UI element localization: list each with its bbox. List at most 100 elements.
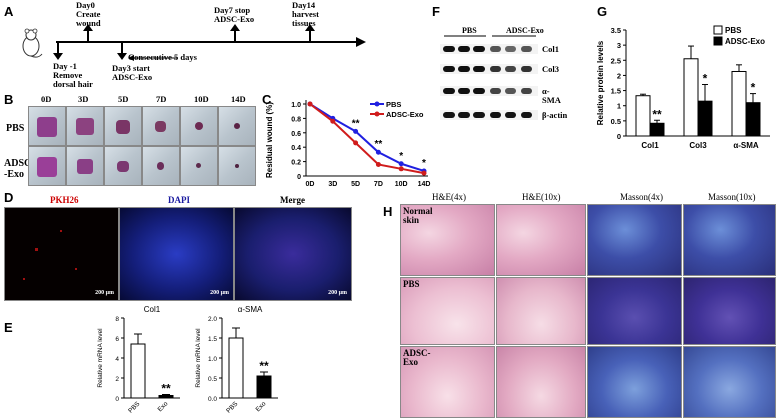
merge-image: 200 μm [234,207,352,301]
x-tick-label: α-SMA [733,141,759,150]
pkh26-title: PKH26 [50,195,79,205]
wound-photo [28,106,66,146]
panel-label-c: C [262,92,272,107]
y-tick-label: 0.4 [291,145,301,152]
x-tick-label: PBS [225,400,240,415]
significance-mark: * [703,72,708,86]
row-label: PBS [403,279,420,289]
histology-image [683,277,776,345]
day-label: 3D [78,94,89,104]
wound-photo [66,106,104,146]
wound-photo [180,106,218,146]
y-tick-label: 1.5 [208,336,217,343]
legend-marker [374,111,380,117]
wound-photo [28,146,66,186]
histology-image [400,346,495,418]
x-tick-label: 14D [418,181,431,188]
wound-photo [66,146,104,186]
bar [697,100,713,137]
series-line [309,103,425,172]
timeline-consecutive: Consecutive 5 days [128,52,197,62]
y-tick-label: 0 [617,132,621,141]
blot-row-col3 [440,64,538,74]
day-label: 10D [194,94,209,104]
histology-image [496,346,586,418]
blot-row-col1 [440,44,538,54]
data-point [398,166,404,172]
col1-mrna-chart: Col1 0 2 4 6 8 Relative mRNA level PBS Exo ** [97,305,180,415]
x-tick-label: 10D [395,181,408,188]
panel-label-d: D [4,190,14,205]
series-line [309,103,425,175]
timeline-day3: Day3 start ADSC-Exo [112,63,153,82]
wound-photo [142,146,180,186]
bar [158,395,174,399]
y-tick-label: 4 [115,356,119,363]
wound-photo [104,106,142,146]
panel-label-a: A [4,4,14,19]
wound-photo [218,146,256,186]
asma-mrna-chart: α-SMA 0.0 0.5 1.0 1.5 2.0 Relative mRNA level P… [195,305,278,415]
wound-photo [142,106,180,146]
y-tick-label: 3.5 [611,26,621,35]
panel-label-f: F [432,4,440,19]
data-point [421,170,427,176]
bar [256,375,272,399]
x-tick-label: Col3 [689,141,707,150]
protein-label-bactin: β-actin [542,110,568,120]
histology-image [587,204,682,276]
y-tick-label: 0.6 [291,131,301,138]
data-point [353,140,359,146]
day-label: 7D [156,94,167,104]
dapi-title: DAPI [168,195,190,205]
significance-mark: ** [375,139,383,150]
bar [130,343,146,399]
chart-title: Col1 [144,305,161,314]
y-tick-label: 6 [115,336,119,343]
protein-label-asma: α-SMA [542,86,561,105]
y-axis-label: Relative protein levels [596,40,605,125]
bar [649,122,665,137]
x-tick-label: 3D [328,181,337,188]
y-tick-label: 0.2 [291,160,301,167]
y-tick-label: 2 [115,376,119,383]
group-label-adsc-exo: ADSC-Exo [506,26,544,35]
y-tick-label: 2.0 [208,316,217,323]
column-title: H&E(4x) [432,192,466,202]
wound-photo [180,146,218,186]
timeline-day-minus1: Day -1 Remove dorsal hair [53,61,93,89]
legend-label: PBS [386,100,401,109]
group-brackets [444,35,536,37]
blot-row-bactin [440,110,538,120]
y-tick-label: 1.0 [291,102,301,109]
data-point [353,128,359,134]
wound-photo [218,106,256,146]
bar [731,70,747,137]
significance-mark: * [422,158,426,169]
data-point [398,161,404,167]
y-tick-label: 0.0 [208,396,217,403]
timeline-day7: Day7 stop ADSC-Exo [214,5,255,24]
row-label: ADSC-Exo [403,348,431,367]
wound-photo-grid: 0D 3D 5D 7D 10D 14D PBS ADSC -Exo [0,0,260,190]
histology-image [683,204,776,276]
x-tick-label: Exo [255,400,268,413]
x-tick-label: Col1 [641,141,659,150]
y-tick-label: 0.5 [611,117,621,126]
column-title: Masson(10x) [708,192,756,202]
column-title: Masson(4x) [620,192,663,202]
significance-mark: ** [652,107,662,121]
histology-image [587,277,682,345]
histology-image [400,277,495,345]
significance-mark: * [751,81,756,95]
merge-title: Merge [280,195,305,205]
bar [635,95,651,137]
scale-label: 200 μm [95,290,114,296]
x-tick-label: Exo [157,400,170,413]
significance-mark: * [399,151,403,162]
y-tick-label: 2 [617,71,621,80]
significance-mark: ** [259,359,269,373]
histology-image [587,346,682,418]
legend-label: ADSC-Exo [386,110,424,119]
x-tick-label: PBS [127,400,142,415]
